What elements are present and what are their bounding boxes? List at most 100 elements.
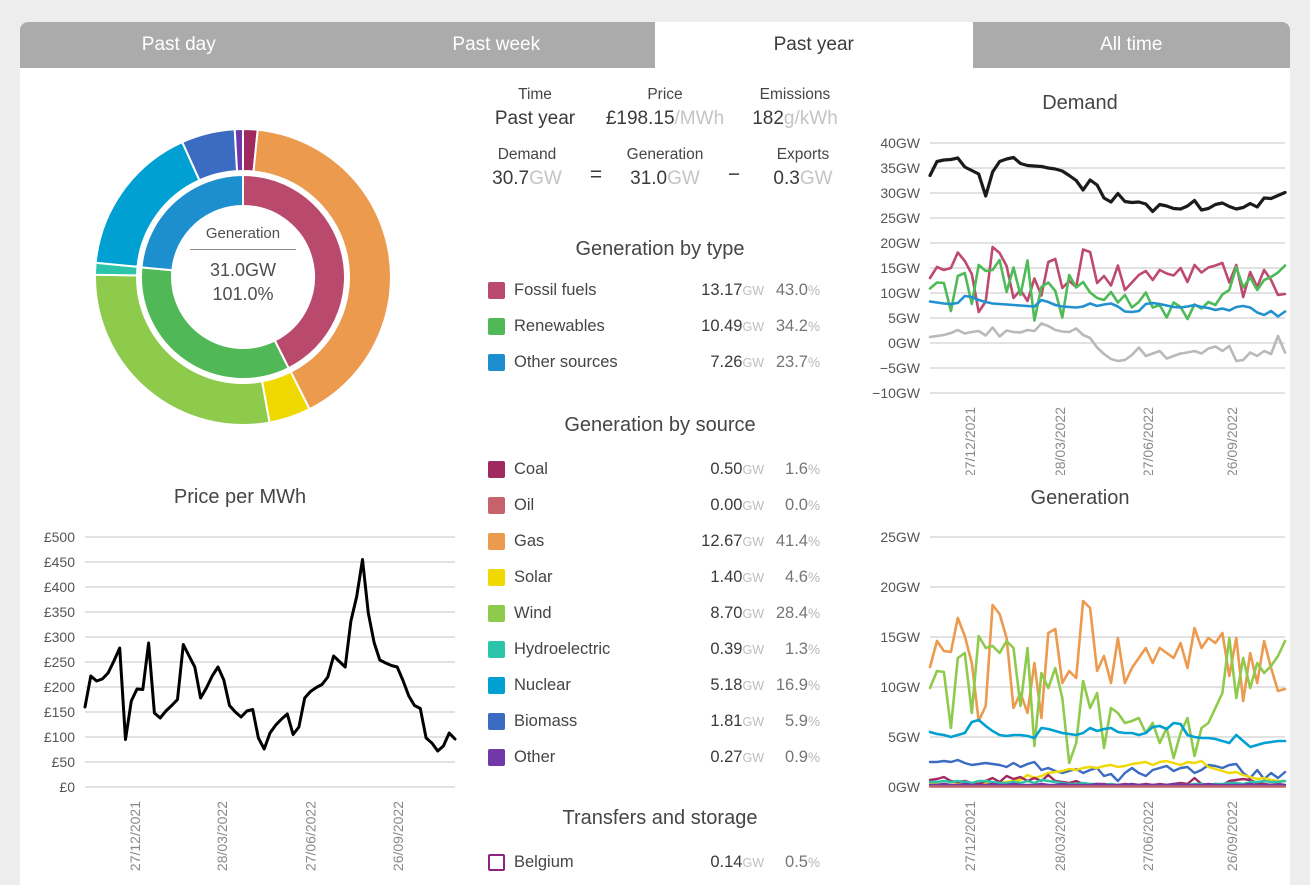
donut-center-summary: Generation 31.0GW 101.0% [168, 225, 318, 306]
fossil-fuels-color-swatch [488, 281, 505, 299]
y-tick-label: £50 [52, 754, 76, 770]
legend-row-coal: Coal 0.50GW 1.6% [488, 451, 820, 487]
legend-row-other: Other 0.27GW 0.9% [488, 739, 820, 775]
series-gas [928, 599, 1287, 723]
coal-color-swatch [488, 460, 505, 478]
legend-row-solar: Solar 1.40GW 4.6% [488, 559, 820, 595]
legend-percent: 0.0% [785, 495, 820, 514]
stat-time: Time Past year [470, 86, 600, 130]
tab-past-year[interactable]: Past year [773, 34, 854, 55]
belgium-color-swatch [488, 853, 505, 871]
summary-stats: Time Past year Price £198.15/MWh Emissio… [470, 86, 860, 190]
y-tick-label: £500 [44, 529, 75, 545]
donut-center-label: Generation [205, 225, 281, 242]
legend-percent: 23.7% [775, 352, 820, 371]
stat-price: Price £198.15/MWh [600, 86, 730, 130]
legend-percent: 43.0% [775, 280, 820, 299]
legend-percent: 28.4% [775, 603, 820, 622]
generation-by-type-title: Generation by type [575, 238, 745, 260]
solar-color-swatch [488, 568, 505, 586]
series-renewables [928, 258, 1287, 322]
x-tick-label: 26/09/2022 [1224, 407, 1240, 475]
legend-value: 0.39GW [710, 639, 764, 658]
equals-sign: = [589, 163, 603, 186]
y-tick-label: £300 [44, 629, 75, 645]
legend-value: 0.50GW [710, 459, 764, 478]
legend-label: Oil [514, 495, 535, 514]
legend-row-gas: Gas 12.67GW 41.4% [488, 523, 820, 559]
legend-label: Fossil fuels [514, 280, 597, 299]
stat-emissions-label: Emissions [759, 86, 831, 103]
y-tick-label: £100 [44, 729, 75, 745]
y-tick-label: −10GW [872, 385, 921, 401]
legend-row-fossil-fuels: Fossil fuels 13.17GW 43.0% [488, 272, 820, 308]
stat-generation-value: 31.0 [630, 168, 668, 189]
series-other-sources [928, 294, 1287, 318]
y-tick-label: £200 [44, 679, 75, 695]
generation-donut-chart [94, 127, 392, 426]
demand-chart: −10GW −5GW 0GW 5GW 10GW 15GW 20GW 25GW 30GW 35GW 4… [872, 135, 1287, 475]
legend-label: Renewables [514, 316, 605, 335]
legend-value: 5.18GW [710, 675, 764, 694]
legend-row-wind: Wind 8.70GW 28.4% [488, 595, 820, 631]
renewables-color-swatch [488, 317, 505, 335]
x-tick-label: 27/06/2022 [1140, 407, 1156, 475]
other-sources-color-swatch [488, 353, 505, 371]
y-tick-label: 5GW [888, 310, 921, 326]
stat-demand-label: Demand [497, 146, 557, 163]
x-tick-label: 28/03/2022 [214, 801, 230, 871]
legend-percent: 5.9% [785, 711, 820, 730]
demand-chart-title: Demand [1042, 92, 1118, 114]
y-tick-label: 20GW [880, 579, 920, 595]
generation-by-type-list: Fossil fuels 13.17GW 43.0% Renewables 10.49G… [488, 272, 820, 380]
legend-label: Other [514, 747, 556, 766]
stat-exports-label: Exports [776, 146, 830, 163]
x-tick-label: 28/03/2022 [1052, 407, 1068, 475]
donut-center-value: 31.0GW [209, 260, 277, 280]
price-per-mwh-chart: £0 £50 £100 £150 £200 £250 £300 £350 £400 £450 £50… [44, 529, 457, 871]
series-biomass [928, 758, 1287, 783]
stat-price-label: Price [647, 86, 683, 103]
legend-percent: 1.3% [785, 639, 820, 658]
stat-time-label: Time [518, 86, 552, 103]
time-range-tabs: Past day Past week Past year All time [20, 22, 1290, 68]
series-demand [928, 155, 1287, 214]
y-tick-label: 5GW [888, 729, 921, 745]
legend-label: Hydroelectric [514, 639, 611, 658]
x-tick-label: 26/09/2022 [390, 801, 406, 871]
legend-label: Coal [514, 459, 548, 478]
y-tick-label: £150 [44, 704, 75, 720]
generation-chart: 0GW 5GW 10GW 15GW 20GW 25GW 27/12/2021 28/03/20… [880, 529, 1287, 871]
donut-slice-other [233, 127, 244, 173]
legend-value: 8.70GW [710, 603, 764, 622]
gas-color-swatch [488, 532, 505, 550]
legend-percent: 34.2% [775, 316, 820, 335]
legend-label: Belgium [514, 852, 574, 871]
legend-row-oil: Oil 0.00GW 0.0% [488, 487, 820, 523]
stat-price-value: £198.15 [605, 108, 675, 129]
y-tick-label: £250 [44, 654, 75, 670]
legend-row-biomass: Biomass 1.81GW 5.9% [488, 703, 820, 739]
series-fossil-fuels [928, 245, 1287, 314]
y-tick-label: 10GW [880, 679, 920, 695]
legend-label: Other sources [514, 352, 618, 371]
x-tick-label: 26/09/2022 [1224, 801, 1240, 871]
y-tick-label: 10GW [880, 285, 920, 301]
x-tick-label: 28/03/2022 [1052, 801, 1068, 871]
stat-demand: Demand 30.7GW [470, 146, 584, 190]
stat-exports: Exports 0.3GW [746, 146, 860, 190]
legend-percent: 0.9% [785, 747, 820, 766]
y-tick-label: £350 [44, 604, 75, 620]
legend-value: 13.17GW [701, 280, 764, 299]
tab-past-week[interactable]: Past week [337, 22, 655, 68]
generation-by-source-title: Generation by source [564, 414, 756, 436]
donut-slice-other-sources [140, 173, 244, 272]
y-tick-label: 0GW [888, 335, 921, 351]
tab-past-day[interactable]: Past day [20, 22, 338, 68]
nuclear-color-swatch [488, 676, 505, 694]
donut-center-divider [190, 249, 296, 250]
legend-row-hydroelectric: Hydroelectric 0.39GW 1.3% [488, 631, 820, 667]
legend-value: 0.27GW [710, 747, 764, 766]
summary-equation-row: Demand 30.7GW = Generation 31.0GW − Expo… [470, 146, 860, 190]
tab-all-time[interactable]: All time [972, 22, 1290, 68]
